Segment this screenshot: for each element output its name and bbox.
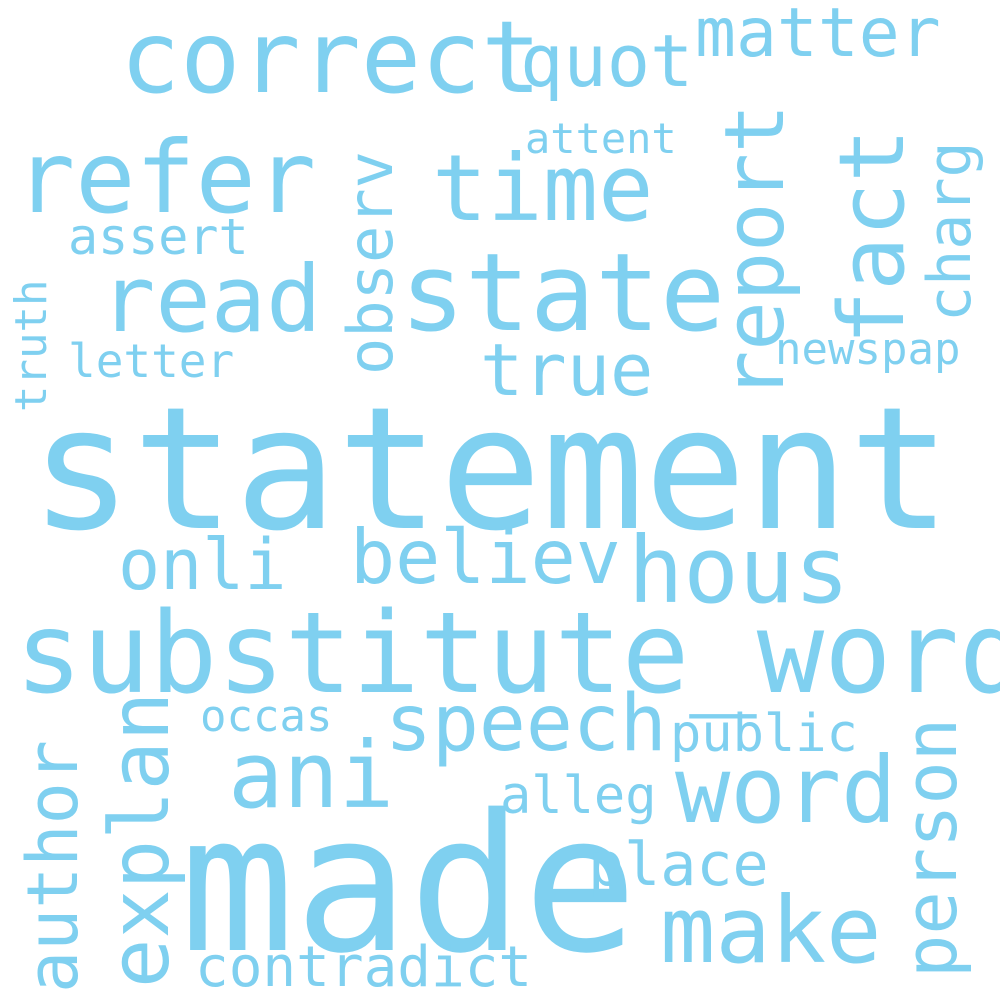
word-author: author — [12, 740, 94, 993]
word-charg: charg — [915, 141, 985, 322]
word-ani: ani — [228, 722, 395, 829]
word-public: public — [670, 704, 858, 764]
word-true: true — [480, 328, 654, 412]
word-contradict: contradict — [195, 935, 533, 1000]
word-fact: fact — [820, 128, 925, 345]
word-onli: onli — [118, 524, 287, 606]
word-believ: believ — [350, 513, 621, 601]
word-alleg: alleg — [500, 766, 657, 826]
word-newspap: newspap — [775, 324, 961, 375]
word-made: made — [180, 774, 638, 995]
word-make: make — [660, 877, 882, 984]
word-occas: occas — [200, 691, 333, 742]
word-person: person — [889, 717, 973, 978]
word-letter: letter — [68, 334, 235, 388]
word-place: place — [588, 830, 769, 900]
word-quot: quot — [520, 19, 694, 103]
word-state: state — [400, 231, 726, 356]
word-hous: hous — [628, 517, 850, 624]
word-time: time — [432, 135, 654, 242]
word-refer: refer — [15, 119, 317, 236]
word-read: read — [100, 246, 322, 353]
word-substitute-word: substitute_word — [15, 589, 1000, 719]
word-speech: speech — [385, 679, 667, 769]
word-attent: attent — [525, 114, 677, 163]
word-matter: matter — [695, 0, 941, 73]
word-assert: assert — [68, 208, 249, 266]
word-correct: correct — [120, 0, 542, 116]
word-word: word — [675, 737, 897, 844]
word-explan: explan — [93, 691, 188, 988]
word-observ: observ — [334, 151, 407, 375]
word-truth: truth — [6, 279, 57, 412]
word-statement: statement — [30, 371, 952, 569]
